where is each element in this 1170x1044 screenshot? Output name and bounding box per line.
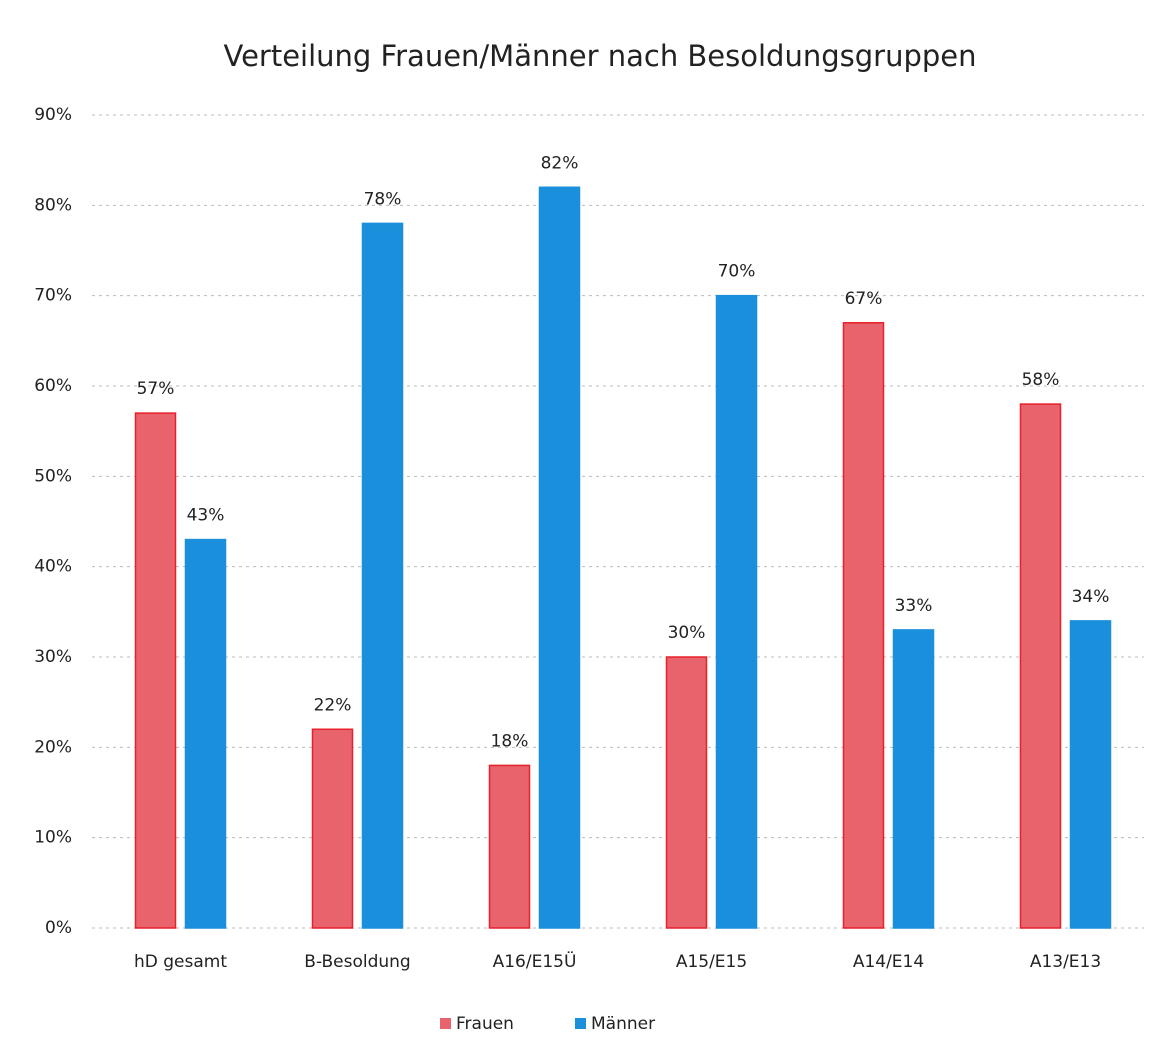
data-label: 82% xyxy=(541,153,579,173)
y-tick-label: 80% xyxy=(34,195,72,215)
legend-swatch xyxy=(440,1018,451,1029)
bar xyxy=(538,186,581,929)
bar xyxy=(892,629,935,929)
data-label: 58% xyxy=(1022,370,1060,390)
x-tick-label: A14/E14 xyxy=(853,952,924,972)
y-tick-label: 10% xyxy=(34,828,72,848)
bar xyxy=(715,294,758,929)
data-label: 33% xyxy=(895,596,933,616)
y-tick-label: 40% xyxy=(34,557,72,577)
bar xyxy=(842,322,885,929)
data-label: 67% xyxy=(845,289,883,309)
data-label: 57% xyxy=(137,379,175,399)
y-tick-label: 70% xyxy=(34,286,72,306)
x-tick-label: A15/E15 xyxy=(676,952,747,972)
legend-swatch xyxy=(575,1018,586,1029)
data-label: 78% xyxy=(364,189,402,209)
data-label: 18% xyxy=(491,731,529,751)
chart-title: Verteilung Frauen/Männer nach Besoldungs… xyxy=(223,39,976,73)
y-tick-label: 60% xyxy=(34,376,72,396)
y-tick-label: 30% xyxy=(34,647,72,667)
y-tick-label: 0% xyxy=(45,918,72,938)
bar xyxy=(184,538,227,929)
data-label: 30% xyxy=(668,623,706,643)
legend-label: Männer xyxy=(591,1014,655,1034)
legend-label: Frauen xyxy=(456,1014,514,1034)
x-tick-label: hD gesamt xyxy=(134,952,227,972)
x-tick-label: A16/E15Ü xyxy=(493,950,577,972)
bar xyxy=(1069,620,1112,929)
data-label: 70% xyxy=(718,262,756,282)
data-label: 43% xyxy=(187,506,225,526)
y-tick-label: 90% xyxy=(34,105,72,125)
y-tick-label: 50% xyxy=(34,466,72,486)
bar xyxy=(361,222,404,929)
bar xyxy=(665,656,708,929)
bar xyxy=(134,412,177,929)
bar xyxy=(311,728,354,929)
bar xyxy=(488,764,531,929)
data-label: 34% xyxy=(1072,587,1110,607)
x-tick-label: A13/E13 xyxy=(1030,952,1101,972)
y-tick-label: 20% xyxy=(34,737,72,757)
x-tick-label: B-Besoldung xyxy=(304,952,410,972)
data-label: 22% xyxy=(314,695,352,715)
bar xyxy=(1019,403,1062,929)
